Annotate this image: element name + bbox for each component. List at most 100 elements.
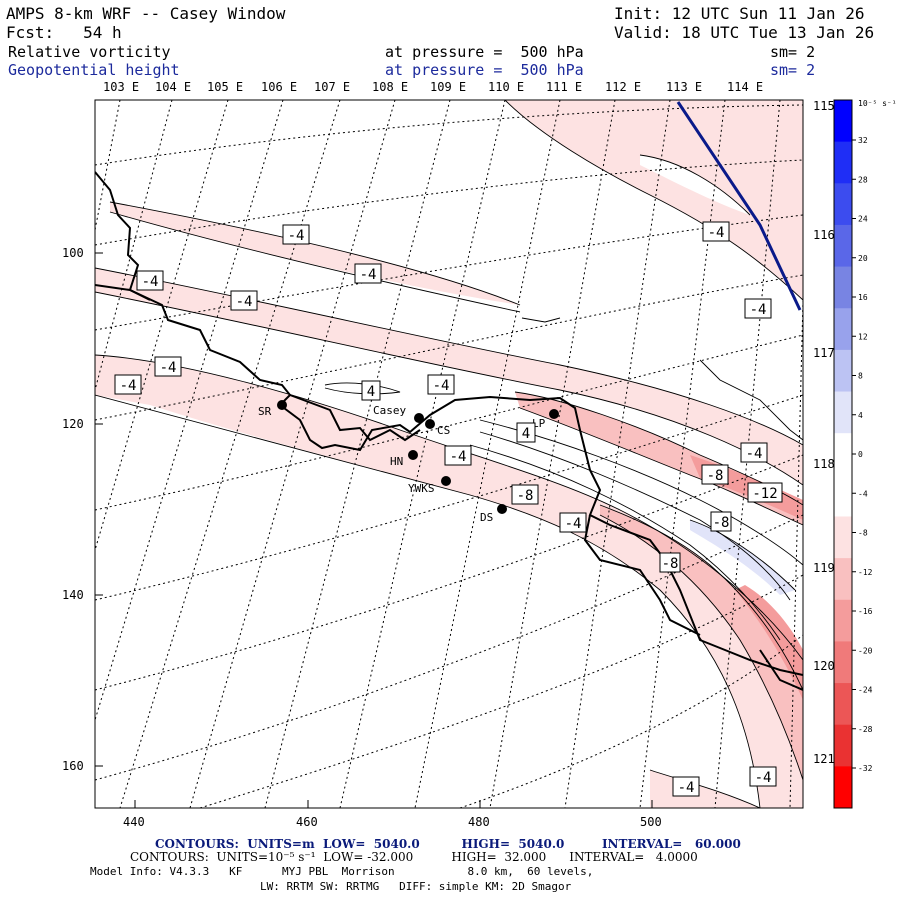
coastline-fragment xyxy=(521,317,561,323)
svg-text:-8: -8 xyxy=(707,468,724,484)
contour-label: -4 xyxy=(744,298,772,319)
geopotential-contour xyxy=(676,101,802,311)
x-tick-label: 460 xyxy=(296,815,318,829)
vorticity-contours xyxy=(95,100,803,808)
colorbar-label: 32 xyxy=(858,136,868,145)
contour-label: -4 xyxy=(559,512,587,533)
svg-text:4: 4 xyxy=(522,426,530,442)
colorbar-label: 4 xyxy=(858,411,863,420)
colorbar-cell xyxy=(834,224,852,268)
colorbar-cell xyxy=(834,141,852,184)
colorbar-label: 16 xyxy=(858,293,868,302)
lon-label-top: 111 E xyxy=(546,80,582,94)
y-tick-label: 120 xyxy=(62,417,84,431)
lon-label-top: 107 E xyxy=(314,80,350,94)
physics-info: LW: RRTM SW: RRTMG DIFF: simple KM: 2D S… xyxy=(260,880,572,893)
contour-label: -4 xyxy=(354,263,382,284)
colorbar-cell xyxy=(834,266,852,309)
colorbar-cell xyxy=(834,516,852,559)
svg-text:-4: -4 xyxy=(746,446,763,462)
lon-label-top: 113 E xyxy=(666,80,702,94)
colorbar-cell xyxy=(834,100,852,143)
svg-text:-4: -4 xyxy=(120,378,137,394)
colorbar-label: -8 xyxy=(858,529,868,538)
frame-ticks xyxy=(95,252,653,808)
station-label: SR xyxy=(258,405,272,418)
colorbar-label: -16 xyxy=(858,607,873,616)
svg-text:-4: -4 xyxy=(433,378,450,394)
contour-label: -8 xyxy=(659,552,681,573)
station-marker[interactable] xyxy=(425,419,435,429)
colorbar-cell xyxy=(834,641,852,684)
colorbar-cell xyxy=(834,766,852,809)
svg-text:-12: -12 xyxy=(752,486,777,502)
colorbar-cell xyxy=(834,558,852,601)
colorbar-label: -24 xyxy=(858,686,873,695)
station-marker[interactable] xyxy=(549,409,559,419)
model-info: Model Info: V4.3.3 KF MYJ PBL Morrison 8… xyxy=(90,865,594,878)
colorbar-cell xyxy=(834,683,852,726)
station-label: Casey xyxy=(373,404,406,417)
station-marker[interactable] xyxy=(441,476,451,486)
contour-labels: -4 -4 -4 -4 -4 -4 4 -4 4 -4 -4 -4 -8 -4 … xyxy=(114,221,783,797)
contour-label: 4 xyxy=(516,422,536,443)
station-label: DS xyxy=(480,511,493,524)
vorticity-contour-info: CONTOURS: UNITS=10⁻⁵ s⁻¹ LOW= -32.000 HI… xyxy=(130,850,698,864)
station-label: CS xyxy=(437,424,450,437)
colorbar-label: 28 xyxy=(858,175,868,184)
y-tick-label: 160 xyxy=(62,759,84,773)
station-label: HN xyxy=(390,455,403,468)
svg-text:-8: -8 xyxy=(662,556,679,572)
lon-label-top: 112 E xyxy=(605,80,641,94)
colorbar-label: 12 xyxy=(858,332,868,341)
colorbar-cell xyxy=(834,391,852,434)
station-marker[interactable] xyxy=(414,413,424,423)
y-tick-label: 140 xyxy=(62,588,84,602)
svg-text:-4: -4 xyxy=(288,228,305,244)
colorbar-cell xyxy=(834,599,852,642)
colorbar-cell xyxy=(834,349,852,393)
field1-smoothing: sm= 2 xyxy=(770,43,816,61)
station-marker[interactable] xyxy=(408,450,418,460)
svg-text:-4: -4 xyxy=(236,294,253,310)
field2-level: at pressure = 500 hPa xyxy=(385,61,584,79)
svg-text:-4: -4 xyxy=(750,302,767,318)
contour-label: -12 xyxy=(747,482,783,503)
colorbar-label: -32 xyxy=(858,764,873,773)
svg-text:-4: -4 xyxy=(755,770,772,786)
svg-text:-8: -8 xyxy=(517,488,534,504)
lon-label-top: 106 E xyxy=(261,80,297,94)
colorbar-label: -28 xyxy=(858,725,873,734)
colorbar-cell xyxy=(834,308,852,351)
colorbar-label: -12 xyxy=(858,568,873,577)
contour-label: 4 xyxy=(361,380,381,401)
contour-label: -4 xyxy=(154,356,182,377)
forecast-hour: Fcst: 54 h xyxy=(6,23,122,42)
lon-label-top: 103 E xyxy=(103,80,139,94)
x-tick-label: 440 xyxy=(123,815,145,829)
colorbar-cell xyxy=(834,183,852,226)
contour-label: -4 xyxy=(230,290,258,311)
colorbar-cell xyxy=(834,724,852,767)
station-marker[interactable] xyxy=(497,504,507,514)
colorbar-label: 20 xyxy=(858,254,868,263)
field1-level: at pressure = 500 hPa xyxy=(385,43,584,61)
station-marker[interactable] xyxy=(277,400,287,410)
field1-name: Relative vorticity xyxy=(8,43,171,61)
lon-label-top: 108 E xyxy=(372,80,408,94)
svg-text:-8: -8 xyxy=(713,515,730,531)
lon-label-top: 109 E xyxy=(430,80,466,94)
field2-name: Geopotential height xyxy=(8,61,180,79)
valid-time: Valid: 18 UTC Tue 13 Jan 26 xyxy=(614,23,875,42)
colorbar-label: 0 xyxy=(858,450,863,459)
colorbar-unit: 10⁻⁵ s⁻¹ xyxy=(858,99,897,108)
colorbar-label: -4 xyxy=(858,489,868,498)
lon-label-top: 114 E xyxy=(727,80,763,94)
x-tick-label: 480 xyxy=(468,815,490,829)
contour-label: -4 xyxy=(702,221,730,242)
y-tick-label: 100 xyxy=(62,246,84,260)
field2-smoothing: sm= 2 xyxy=(770,61,816,79)
lon-label-top: 110 E xyxy=(488,80,524,94)
colorbar-label: 8 xyxy=(858,372,863,381)
